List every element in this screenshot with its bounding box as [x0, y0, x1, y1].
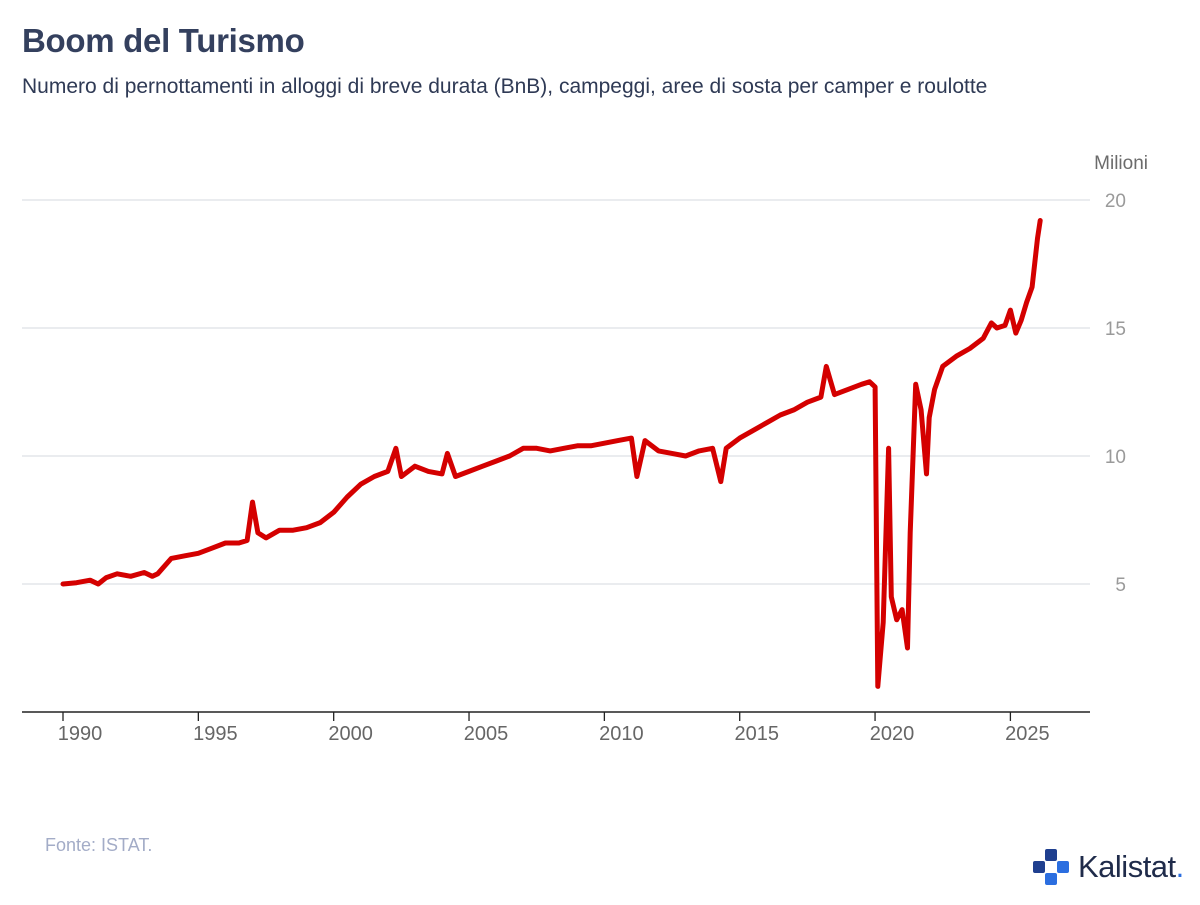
x-tick-label: 1990: [58, 723, 103, 745]
x-tick-label: 2025: [1005, 723, 1050, 745]
brand-dot: .: [1175, 849, 1185, 884]
x-tick-label: 2020: [870, 723, 915, 745]
source-note: Fonte: ISTAT.: [45, 835, 153, 855]
x-tick-label: 1995: [193, 723, 238, 745]
x-axis: 1990 1995 2000 2005 2010 2015 2020 2025: [22, 711, 1090, 745]
grid-lines: [22, 199, 1090, 585]
y-tick-label: 10: [1105, 447, 1126, 468]
brand-name-text: Kalistat: [1078, 849, 1176, 884]
line-chart: 5 10 15 20 Milioni 1990 1995 2000 2005 2010 2015…: [22, 153, 1148, 745]
series-line: [60, 218, 1043, 689]
brand-name: Kalistat.: [1078, 849, 1184, 885]
x-tick-label: 2015: [734, 723, 779, 745]
x-tick-label: 2010: [599, 723, 644, 745]
brand-logo: Kalistat.: [1032, 848, 1184, 886]
kalistat-logo-icon: [1033, 849, 1069, 885]
y-tick-label: 5: [1115, 575, 1126, 596]
x-tick-label: 2005: [464, 723, 509, 745]
y-axis-unit-label: Milioni: [1094, 153, 1148, 174]
series-layer: [60, 218, 1043, 689]
chart-title: Boom del Turismo: [22, 22, 305, 59]
y-axis-ticks: 5 10 15 20: [1105, 191, 1126, 596]
y-tick-label: 15: [1105, 319, 1126, 340]
y-tick-label: 20: [1105, 191, 1126, 212]
x-tick-label: 2000: [328, 723, 373, 745]
chart-subtitle: Numero di pernottamenti in alloggi di br…: [22, 75, 988, 98]
